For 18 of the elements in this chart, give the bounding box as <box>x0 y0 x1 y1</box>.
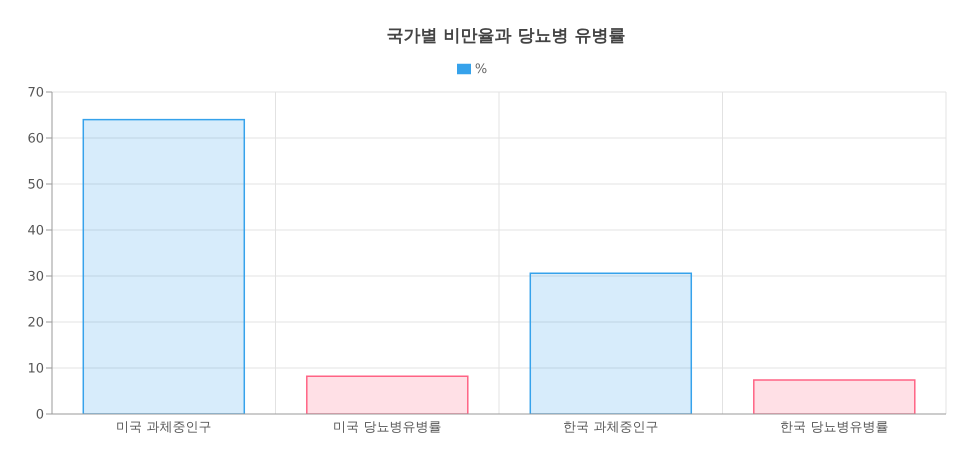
bar <box>753 379 916 414</box>
bar <box>306 376 469 414</box>
y-tick-label: 40 <box>27 224 44 239</box>
y-tick-label: 30 <box>27 270 44 285</box>
y-tick-label: 10 <box>27 362 44 377</box>
x-tick-label: 미국 당뇨병유병률 <box>333 420 442 436</box>
x-tick-label: 한국 과체중인구 <box>563 420 658 436</box>
y-tick-label: 20 <box>27 316 44 331</box>
x-tick-label: 한국 당뇨병유병률 <box>780 420 888 436</box>
y-tick-label: 70 <box>27 86 44 101</box>
bar <box>530 272 692 414</box>
legend-label: % <box>474 62 488 77</box>
y-tick-label: 50 <box>27 178 44 193</box>
y-tick-label: 60 <box>27 132 44 147</box>
y-tick-label: 0 <box>36 408 44 423</box>
bar <box>82 118 246 414</box>
chart-title: 국가별 비만율과 당뇨병 유병률 <box>386 25 626 48</box>
x-tick-label: 미국 과체중인구 <box>116 420 212 436</box>
